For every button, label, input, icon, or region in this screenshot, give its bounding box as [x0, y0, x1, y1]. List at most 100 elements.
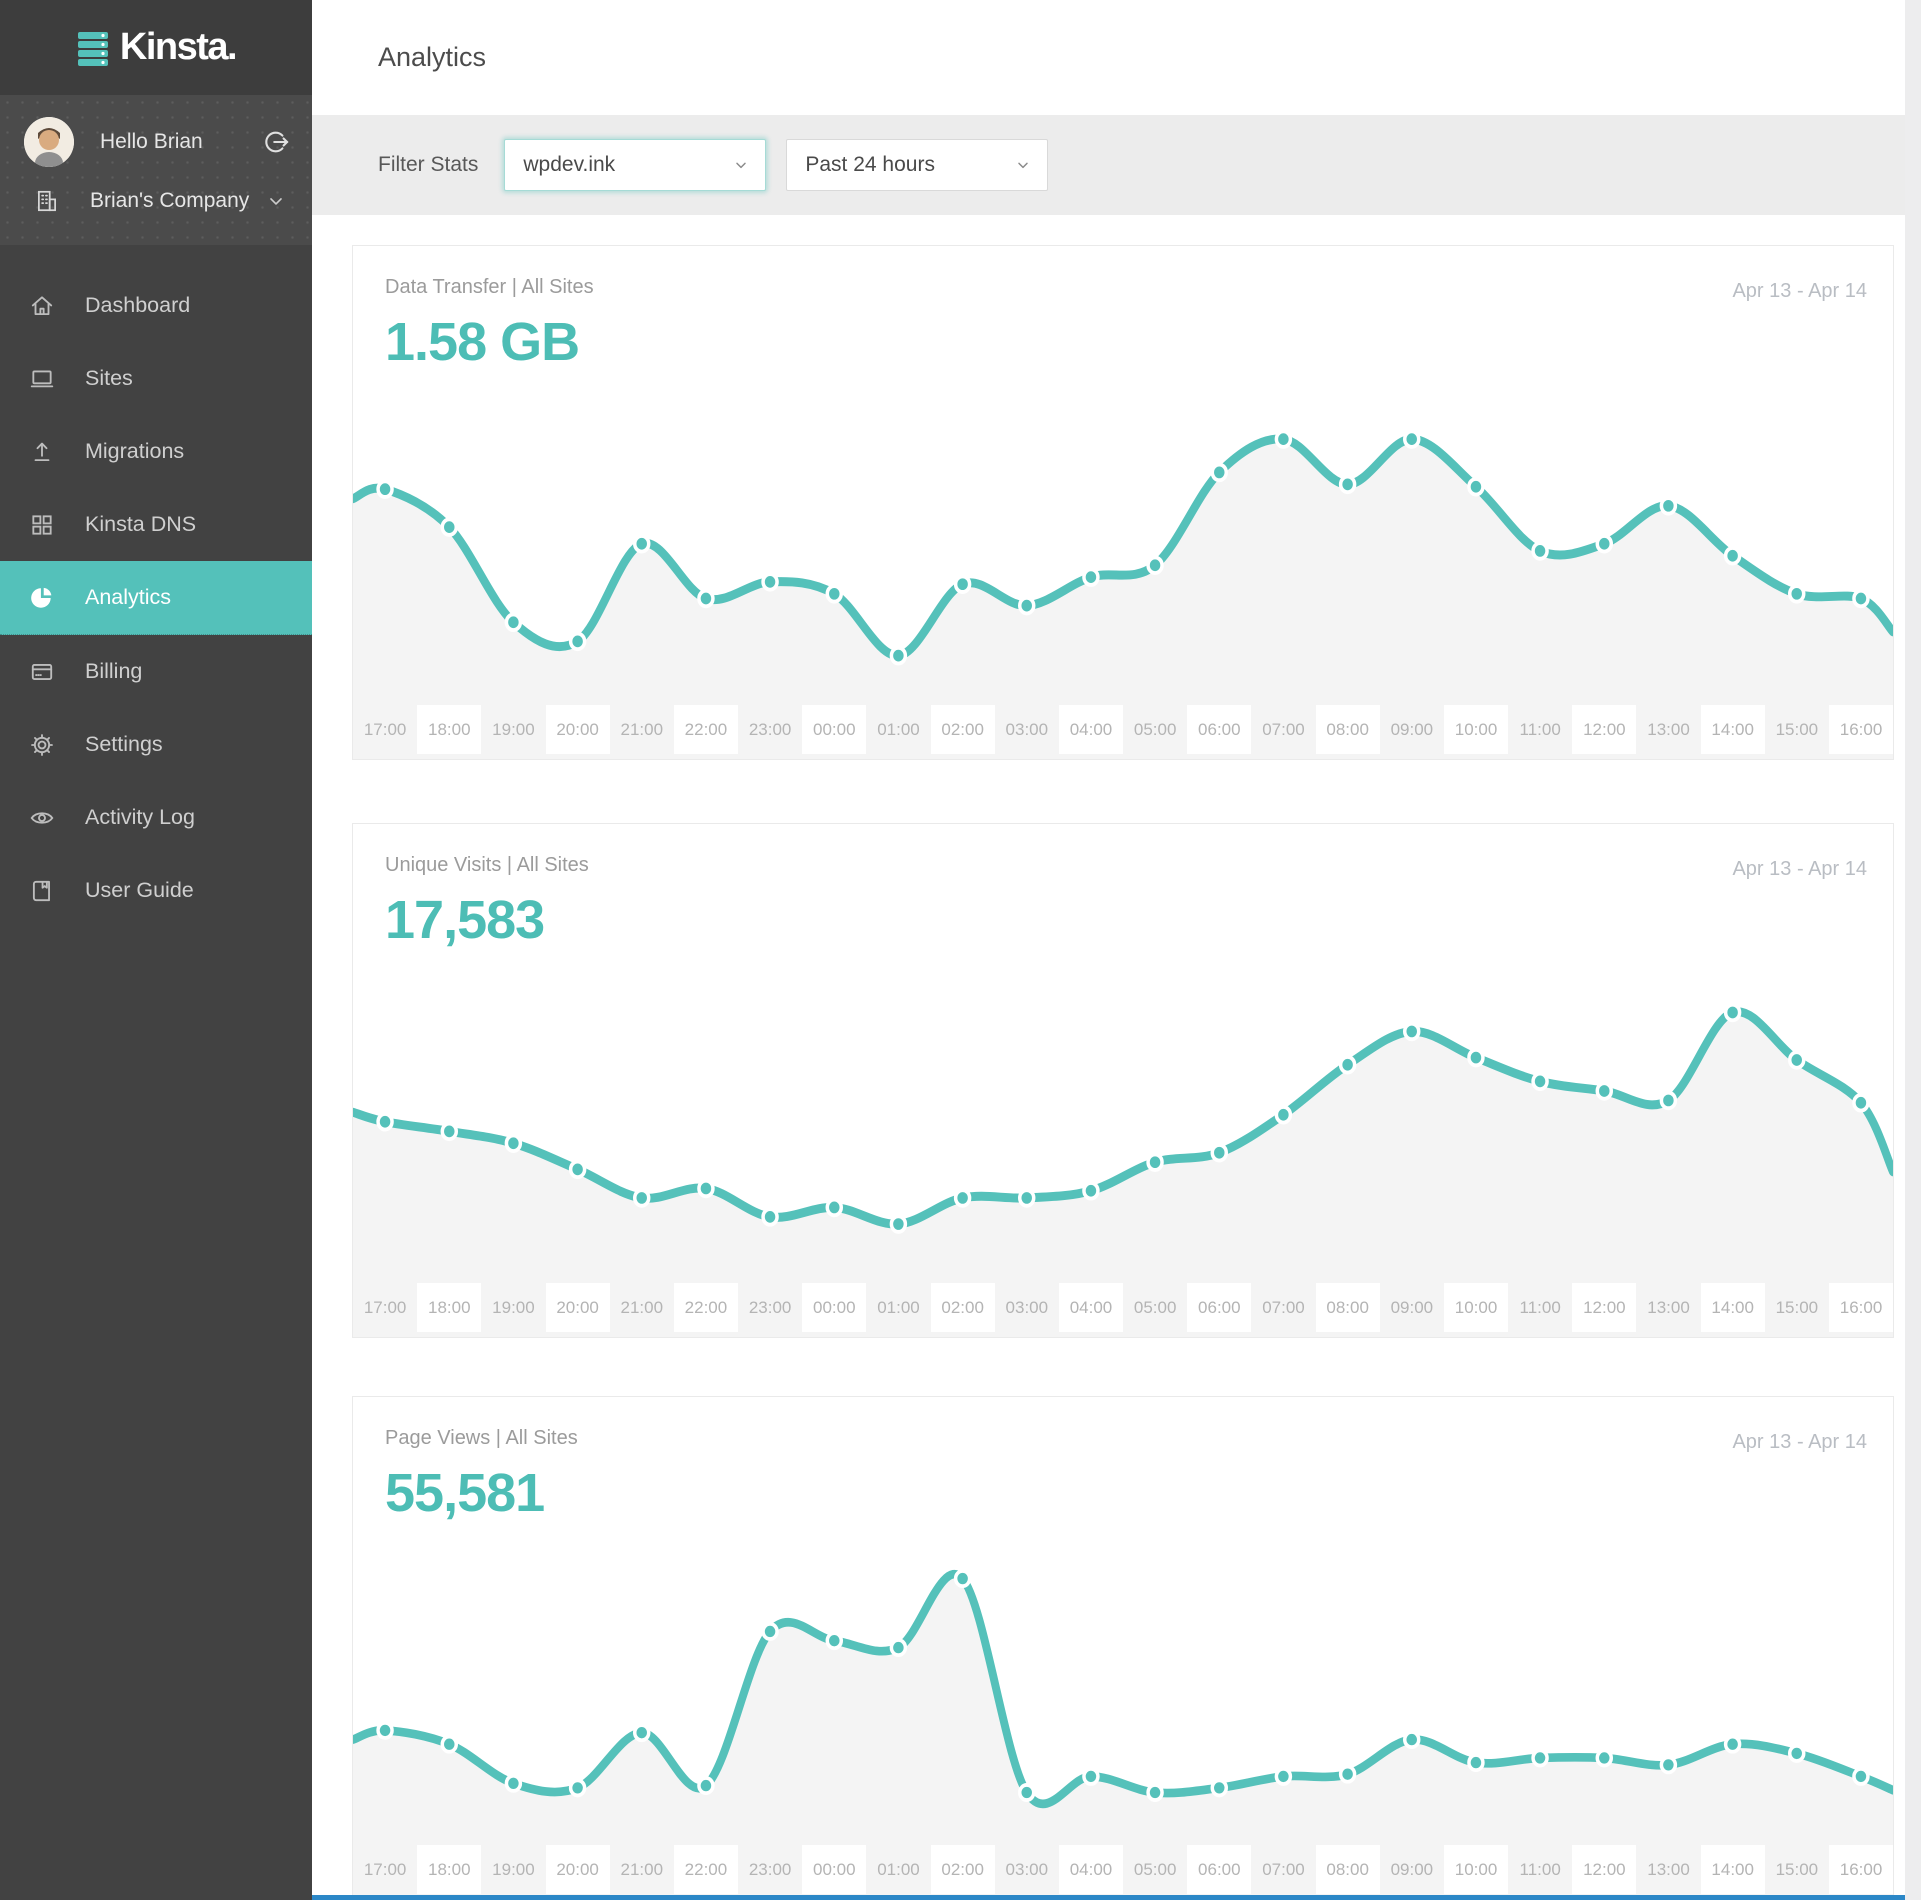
x-axis-label: 04:00: [1058, 1279, 1124, 1337]
time-range-select[interactable]: Past 24 hours: [786, 139, 1049, 191]
x-axis-label: 00:00: [802, 1279, 867, 1337]
x-axis-label: 12:00: [1572, 1279, 1637, 1337]
x-axis-label: 17:00: [363, 1860, 407, 1879]
greeting-text: Hello Brian: [100, 130, 203, 153]
x-axis-label: 08:00: [1315, 701, 1380, 759]
sidebar-item-sites[interactable]: Sites: [0, 342, 312, 415]
x-axis-label: 00:00: [802, 1841, 867, 1899]
company-selector[interactable]: Brian's Company: [0, 175, 312, 227]
sidebar-item-user-guide[interactable]: User Guide: [0, 854, 312, 927]
building-icon: [34, 188, 64, 214]
logo-wordmark: Kinsta.: [119, 26, 238, 68]
x-axis-label: 10:00: [1443, 701, 1509, 759]
x-axis-label: 19:00: [492, 720, 535, 739]
x-axis-label: 22:00: [673, 701, 739, 759]
x-axis-labels: 17:00 18:00 19:00 20:00 21:00 22:00 23:00 00:00…: [353, 1279, 1894, 1337]
chart-stat-value: 1.58 GB: [385, 312, 580, 372]
chart-card-header: Unique Visits | All Sites 17,583 Apr 13 - …: [353, 824, 1893, 950]
logout-icon[interactable]: [262, 128, 290, 156]
x-axis-label: 03:00: [1005, 1860, 1049, 1879]
gear-icon: [29, 732, 57, 758]
x-axis-label: 09:00: [1390, 720, 1434, 739]
x-axis-label: 17:00: [363, 1298, 407, 1317]
x-axis-label: 22:00: [673, 1841, 739, 1899]
sidebar-item-analytics[interactable]: Analytics: [0, 561, 312, 635]
x-axis-label: 12:00: [1572, 701, 1637, 759]
avatar: [24, 117, 74, 167]
x-axis-label: 23:00: [748, 720, 792, 739]
line-chart-plot: [353, 366, 1893, 701]
x-axis-label: 04:00: [1058, 701, 1124, 759]
sidebar-item-label: Activity Log: [85, 805, 195, 829]
sidebar-item-label: Billing: [85, 659, 143, 683]
x-axis-label: 10:00: [1443, 1279, 1509, 1337]
x-axis-label: 01:00: [877, 1298, 920, 1317]
x-axis-label: 03:00: [1005, 720, 1049, 739]
x-axis-label: 04:00: [1058, 1841, 1124, 1899]
x-axis-label: 06:00: [1187, 1279, 1252, 1337]
x-axis-label: 20:00: [545, 1841, 610, 1899]
sidebar-item-dashboard[interactable]: Dashboard: [0, 269, 312, 342]
x-axis-label: 06:00: [1187, 1841, 1252, 1899]
eye-icon: [29, 805, 57, 831]
x-axis-label: 11:00: [1519, 720, 1561, 739]
x-axis-label: 15:00: [1775, 720, 1819, 739]
sidebar-item-label: Analytics: [85, 585, 172, 609]
time-range-value: Past 24 hours: [805, 153, 935, 176]
site-filter-select[interactable]: wpdev.ink: [504, 139, 767, 191]
x-axis-label: 16:00: [1828, 701, 1894, 759]
x-axis-label: 11:00: [1519, 1860, 1561, 1879]
pie-chart-icon: [29, 585, 57, 611]
sidebar-item-billing[interactable]: Billing: [0, 635, 312, 708]
x-axis-label: 14:00: [1700, 701, 1765, 759]
x-axis-label: 21:00: [620, 1860, 664, 1879]
x-axis-label: 13:00: [1647, 1298, 1690, 1317]
company-name: Brian's Company: [90, 189, 250, 212]
x-axis-label: 12:00: [1572, 1841, 1637, 1899]
x-axis-label: 09:00: [1390, 1298, 1434, 1317]
sidebar-item-kinsta-dns[interactable]: Kinsta DNS: [0, 488, 312, 561]
x-axis-label: 11:00: [1519, 1298, 1561, 1317]
x-axis-label: 15:00: [1775, 1298, 1819, 1317]
chart-stat-value: 17,583: [385, 890, 545, 950]
x-axis-label: 20:00: [545, 1279, 610, 1337]
site-filter-value: wpdev.ink: [523, 153, 616, 176]
x-axis-label: 07:00: [1262, 1860, 1305, 1879]
chart-card-header: Page Views | All Sites 55,581 Apr 13 - Apr…: [353, 1397, 1893, 1523]
chart-date-range: Apr 13 - Apr 14: [1732, 280, 1867, 302]
grid-icon: [29, 512, 57, 538]
x-axis-label: 05:00: [1133, 1298, 1177, 1317]
home-icon: [29, 293, 57, 319]
x-axis-labels: 17:00 18:00 19:00 20:00 21:00 22:00 23:00 00:00…: [353, 701, 1894, 759]
kinsta-logo[interactable]: Kinsta.: [0, 0, 312, 95]
chart-card-header: Data Transfer | All Sites 1.58 GB Apr 13 -…: [353, 246, 1893, 372]
sidebar-item-migrations[interactable]: Migrations: [0, 415, 312, 488]
sites-icon: [29, 366, 57, 392]
chart-date-range: Apr 13 - Apr 14: [1732, 858, 1867, 880]
x-axis-label: 13:00: [1647, 1860, 1690, 1879]
x-axis-label: 10:00: [1443, 1841, 1509, 1899]
server-stack-icon: [76, 28, 110, 68]
x-axis-label: 06:00: [1187, 701, 1252, 759]
filter-bar: Filter Stats wpdev.ink Past 24 hours: [312, 115, 1921, 215]
main-area: Analytics Filter Stats wpdev.ink Past 24…: [312, 0, 1921, 1900]
chart-card-2: Unique Visits | All Sites 17,583 Apr 13 - …: [352, 823, 1894, 1338]
sidebar-item-settings[interactable]: Settings: [0, 708, 312, 781]
x-axis-label: 07:00: [1262, 1298, 1305, 1317]
page-title: Analytics: [378, 42, 487, 72]
x-axis-label: 22:00: [673, 1279, 739, 1337]
chart-date-range: Apr 13 - Apr 14: [1732, 1431, 1867, 1453]
x-axis-label: 18:00: [417, 1279, 482, 1337]
x-axis-label: 07:00: [1262, 720, 1305, 739]
top-bar: Analytics: [312, 0, 1921, 115]
x-axis-label: 15:00: [1775, 1860, 1819, 1879]
chart-card-1: Data Transfer | All Sites 1.58 GB Apr 13 -…: [352, 245, 1894, 760]
sidebar-item-activity-log[interactable]: Activity Log: [0, 781, 312, 854]
sidebar-item-label: Sites: [85, 366, 133, 390]
user-greeting-row: Hello Brian: [0, 109, 312, 175]
chart-title: Unique Visits | All Sites: [385, 854, 589, 876]
chart-title: Page Views | All Sites: [385, 1427, 578, 1449]
x-axis-label: 01:00: [877, 720, 920, 739]
x-axis-label: 23:00: [748, 1860, 792, 1879]
upload-icon: [29, 439, 57, 465]
